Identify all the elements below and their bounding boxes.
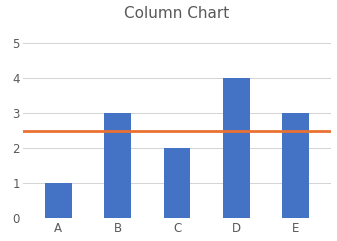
Bar bbox=[282, 113, 309, 218]
Title: Column Chart: Column Chart bbox=[124, 6, 229, 20]
Bar bbox=[223, 78, 250, 218]
Bar bbox=[164, 148, 190, 218]
Bar bbox=[104, 113, 131, 218]
Bar bbox=[45, 183, 71, 218]
